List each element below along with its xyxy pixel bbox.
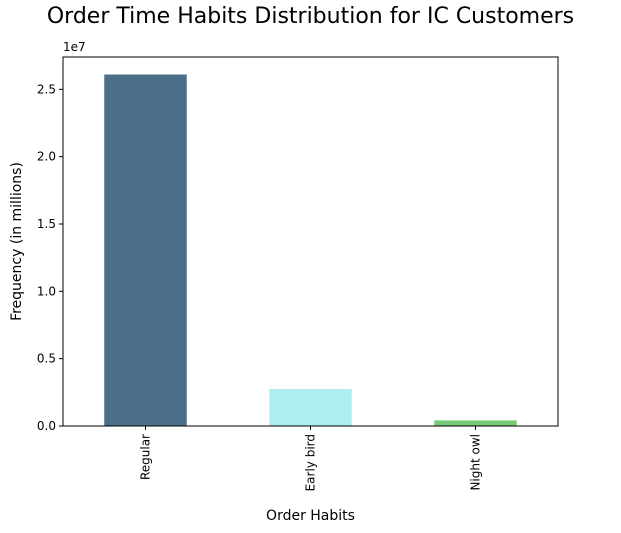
bar-night-owl — [434, 420, 517, 426]
chart-title: Order Time Habits Distribution for IC Cu… — [46, 4, 575, 29]
bar-early-bird — [269, 388, 352, 426]
y-axis-label: Frequency (in millions) — [9, 162, 25, 321]
x-tick-label: Night owl — [469, 434, 483, 491]
y-offset-label: 1e7 — [63, 40, 86, 54]
y-axis-ticks: 0.0 0.5 1.0 1.5 2.0 2.5 — [37, 82, 63, 433]
x-tick-label: Early bird — [304, 434, 318, 491]
y-tick-label: 0.5 — [37, 352, 56, 366]
y-tick-label: 2.5 — [37, 82, 56, 96]
x-axis-ticks: Regular Early bird Night owl — [139, 426, 483, 491]
y-tick-label: 1.0 — [37, 284, 56, 298]
y-tick-label: 2.0 — [37, 150, 56, 164]
x-axis-label: Order Habits — [266, 508, 355, 524]
bar-regular — [104, 74, 187, 427]
y-tick-label: 1.5 — [37, 217, 56, 231]
x-tick-label: Regular — [139, 434, 153, 480]
bars-group — [104, 74, 517, 427]
y-tick-label: 0.0 — [37, 419, 56, 433]
